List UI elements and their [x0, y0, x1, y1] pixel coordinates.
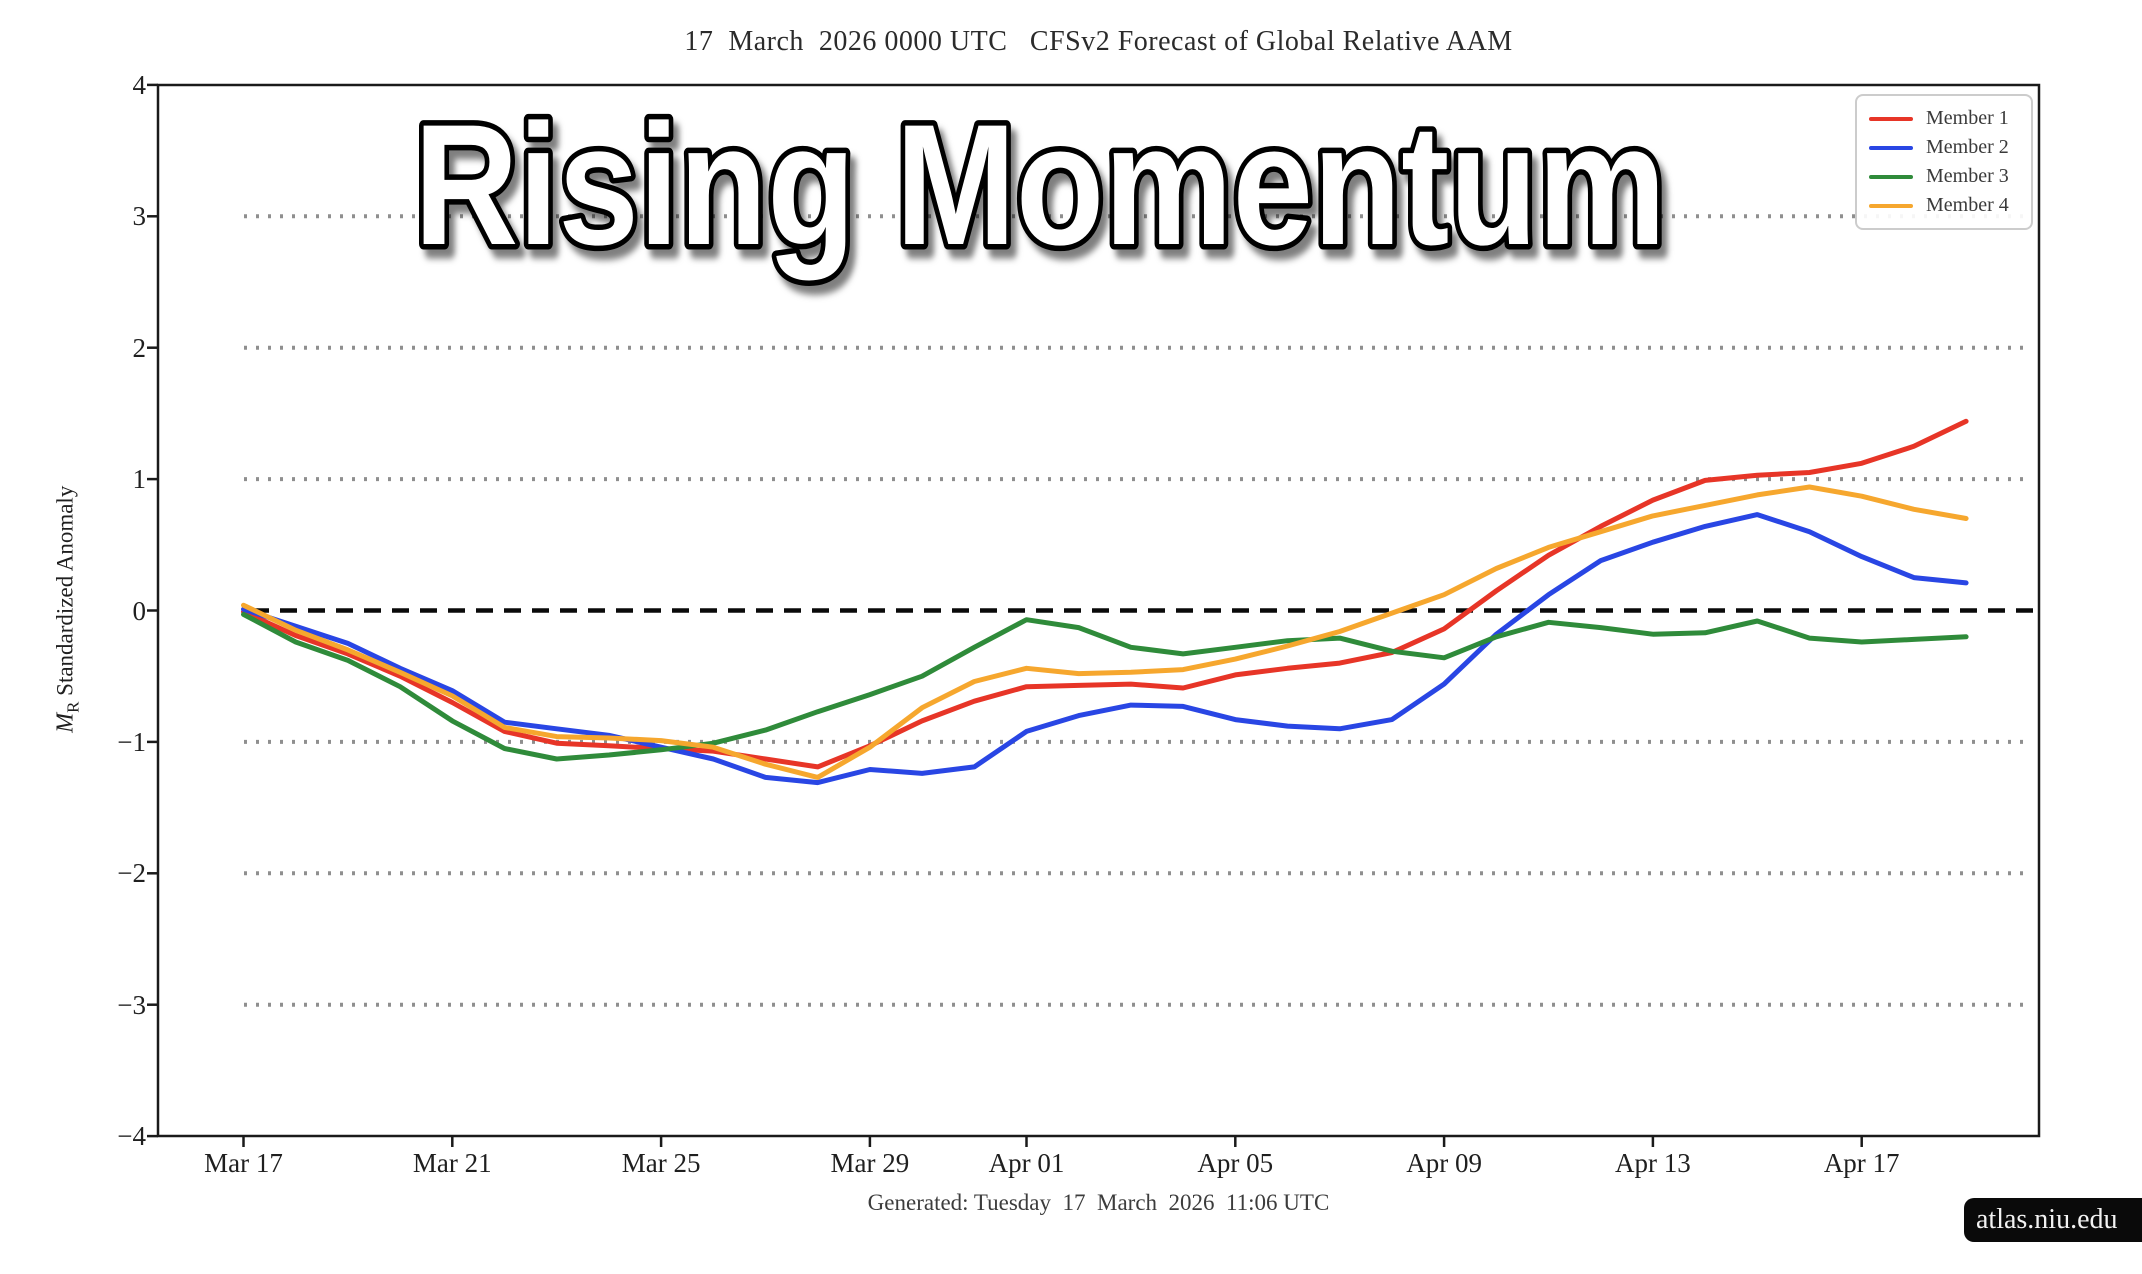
legend-swatch-member-3 — [1869, 174, 1913, 179]
y-tick-label: −3 — [117, 989, 146, 1020]
legend-item: Member 2 — [1869, 133, 2019, 162]
legend-label: Member 4 — [1926, 194, 2009, 216]
legend-label: Member 2 — [1926, 136, 2009, 158]
frame-layer — [147, 83, 2041, 1147]
series-line-member-4 — [241, 484, 1969, 780]
x-tick-label: Apr 05 — [1197, 1148, 1274, 1178]
legend-label: Member 1 — [1926, 107, 2009, 129]
x-tick-label: Apr 09 — [1406, 1148, 1482, 1178]
series-layer — [241, 418, 1969, 786]
y-axis-label: MR Standardized Anomaly — [53, 329, 84, 889]
y-tick-label: 0 — [132, 595, 147, 626]
x-tick-label: Apr 17 — [1823, 1148, 1900, 1178]
y-tick-label: −4 — [117, 1121, 146, 1152]
y-tick-label: 3 — [132, 201, 147, 232]
legend: Member 1 Member 2 Member 3 Member 4 — [1855, 94, 2033, 230]
legend-swatch-member-2 — [1869, 145, 1913, 150]
legend-item: Member 1 — [1869, 104, 2019, 133]
series-line-member-1 — [241, 418, 1969, 770]
site-badge: atlas.niu.edu — [1964, 1198, 2142, 1242]
site-badge-text: atlas.niu.edu — [1976, 1204, 2118, 1235]
y-tick-label: 2 — [132, 332, 147, 363]
legend-item: Member 3 — [1869, 162, 2019, 191]
series-line-member-2 — [241, 512, 1969, 786]
series-line-member-3 — [241, 611, 1969, 762]
y-tick-label: −2 — [117, 858, 146, 889]
x-tick-label: Apr 13 — [1615, 1148, 1691, 1178]
legend-item: Member 4 — [1869, 191, 2019, 220]
chart-title: 17 March 2026 0000 UTC CFSv2 Forecast of… — [684, 26, 1513, 57]
y-tick-label: 4 — [132, 69, 147, 100]
overlay-title: Rising Momentum — [414, 88, 1666, 281]
x-tick-label: Mar 17 — [204, 1148, 283, 1178]
x-tick-label: Apr 01 — [988, 1148, 1065, 1178]
legend-label: Member 3 — [1926, 165, 2009, 187]
grid-layer — [244, 214, 2035, 1007]
x-tick-label: Mar 29 — [830, 1148, 910, 1178]
legend-swatch-member-1 — [1869, 116, 1913, 121]
x-tick-label: Mar 25 — [621, 1148, 701, 1178]
y-tick-label: 1 — [132, 464, 147, 495]
generated-timestamp: Generated: Tuesday 17 March 2026 11:06 U… — [867, 1190, 1330, 1215]
legend-swatch-member-4 — [1869, 203, 1913, 208]
y-tick-label: −1 — [117, 726, 146, 757]
x-tick-label: Mar 21 — [412, 1148, 492, 1178]
y-axis-label-text: Standardized Anomaly — [52, 485, 78, 702]
y-axis-label-variable: M — [52, 712, 79, 733]
y-axis-label-subscript: R — [63, 701, 83, 713]
